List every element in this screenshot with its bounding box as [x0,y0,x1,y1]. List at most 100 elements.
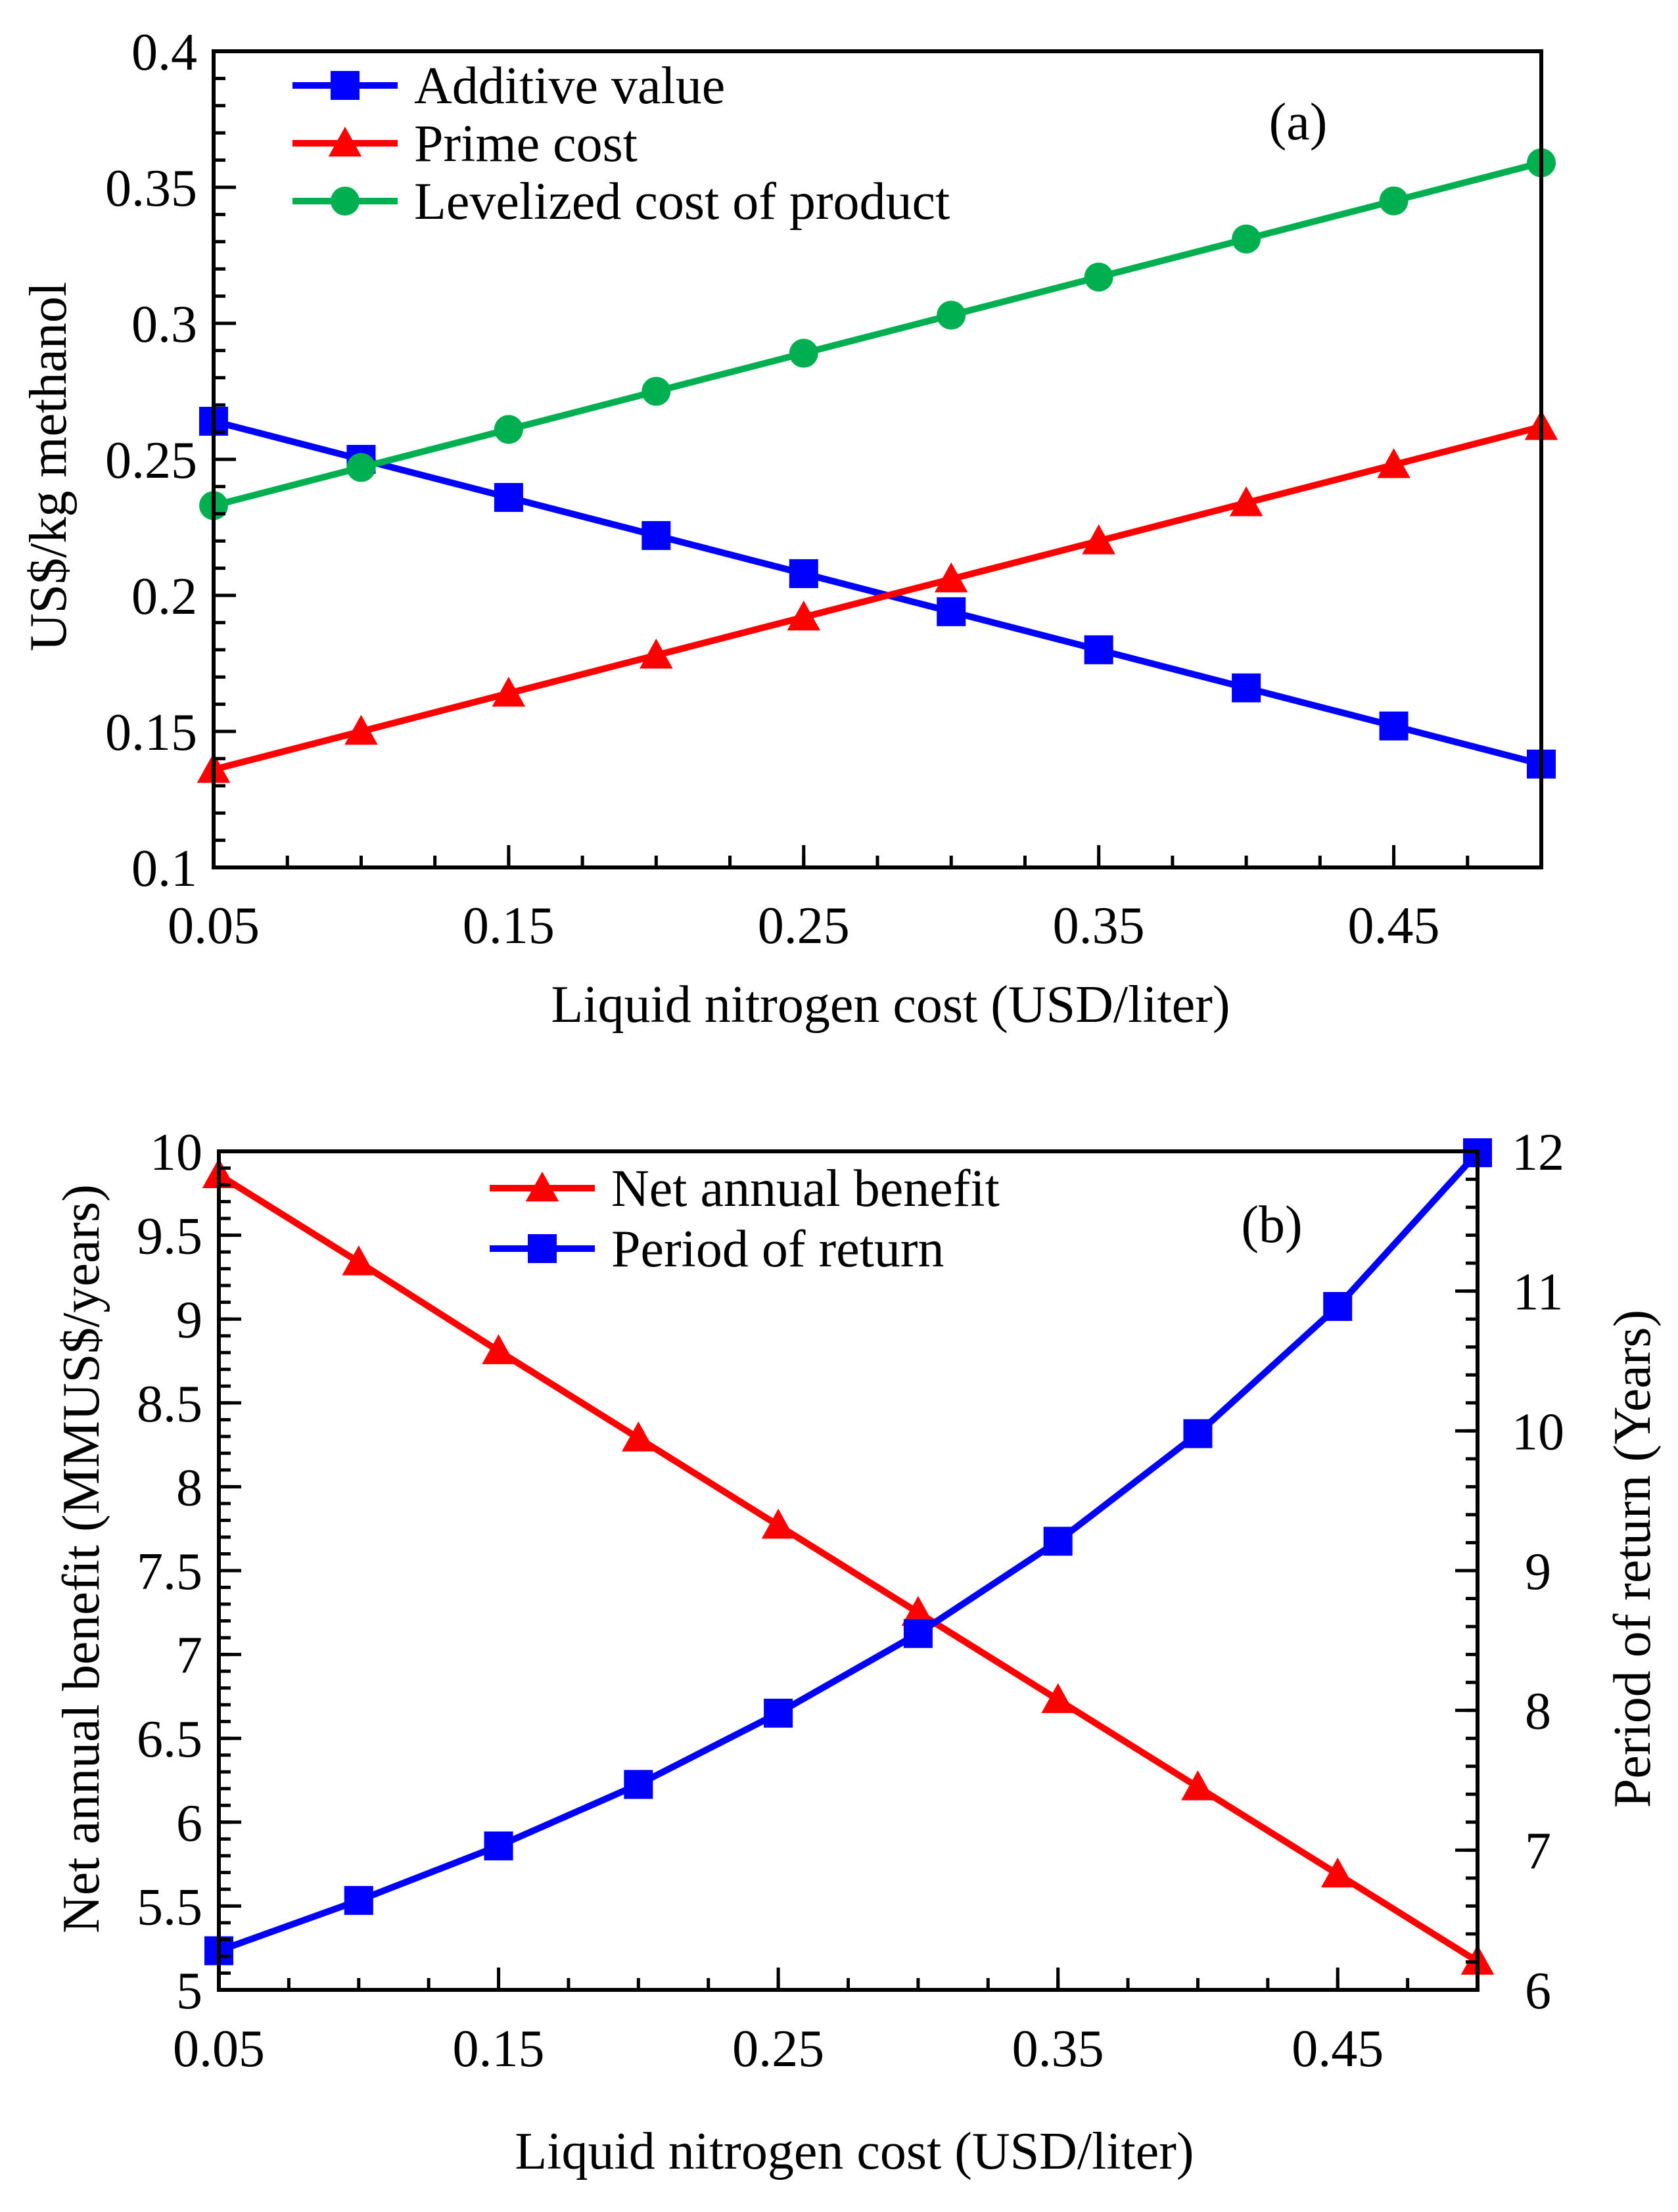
panel-a-data-point-levelized-cost-of-product [789,338,818,368]
panel-b-data-point-period-of-return [764,1698,793,1728]
panel-a-data-point-levelized-cost-of-product [1379,186,1409,216]
panel-b-x-tick-label: 0.25 [732,2020,824,2078]
panel-a-y-tick-label: 0.2 [131,568,197,626]
panel-a-data-point-prime-cost [934,562,968,593]
panel-b-axes: 0.05 0.15 0.25 0.35 0.45 5 5.5 6 6.5 7 7.5 8 8.5 9 9.5… [137,1124,1564,2078]
panel-b-data-point-net-annual-benefit [342,1245,376,1276]
chart-panel-b: 0.05 0.15 0.25 0.35 0.45 5 5.5 6 6.5 7 7.5 8 8.5 9 9.5… [53,1124,1662,2180]
panel-b-y-tick-label: 10 [150,1124,202,1182]
panel-a-data-point-levelized-cost-of-product [1084,262,1113,292]
panel-a-data-point-additive-value [937,597,966,626]
panel-a-legend-label-levelized-cost-of-product: Levelized cost of product [414,173,950,231]
panel-a-plot-frame [212,49,1543,869]
panel-b-data-point-net-annual-benefit [761,1508,795,1539]
panel-a-data-point-prime-cost [344,714,378,745]
panel-a-y-tick-label: 0.35 [105,160,197,218]
panel-a-data-point-prime-cost [1082,524,1115,555]
panel-a-x-tick-label: 0.25 [758,897,850,955]
panel-b-y2-tick-label: 9 [1525,1543,1551,1601]
panel-b-y-tick-label: 7.5 [137,1543,202,1601]
panel-b-x-tick-label: 0.45 [1292,2020,1384,2078]
panel-a-y-tick-label: 0.3 [131,296,197,354]
panel-b-data-point-period-of-return [1043,1527,1073,1556]
panel-a-data-point-additive-value [494,482,523,512]
panel-a-data-point-levelized-cost-of-product [346,453,376,482]
panel-a-y-tick-label: 0.1 [131,840,197,898]
panel-a-data-point-levelized-cost-of-product [1232,224,1261,254]
panel-a-marks [197,148,1558,783]
panel-b-legend-marker-net-annual-benefit [525,1171,559,1202]
panel-a-series-line-prime-cost [212,423,1543,773]
panel-a-y-tick-label: 0.25 [105,432,197,490]
panel-a-data-point-prime-cost [1229,486,1263,517]
panel-b-y2-tick-label: 7 [1525,1822,1551,1880]
panel-a-legend-label-prime-cost: Prime cost [414,115,638,173]
panel-a-data-point-levelized-cost-of-product [494,415,523,444]
panel-b-y-axis-title: Net annual benefit (MMUS$/years) [53,1184,110,1933]
panel-b-y-tick-label: 5.5 [137,1878,202,1936]
panel-b-y-tick-label: 6.5 [137,1711,202,1768]
panel-a-legend-marker-additive-value [331,71,360,100]
panel-a-series-line-levelized-cost-of-product [212,159,1543,509]
panel-a-data-point-prime-cost [1377,448,1410,478]
panel-b-legend-label-period-of-return: Period of return [611,1220,944,1278]
panel-a-x-tick-label: 0.35 [1053,897,1145,955]
panel-b-y-tick-label: 9 [176,1291,202,1349]
panel-b-plot-frame [217,1149,1480,1992]
panel-b-series-line-period-of-return [218,1150,1480,1954]
panel-a-axes: 0.05 0.15 0.25 0.35 0.45 0.1 0.15 0.2 0.25 0.3 0.3… [105,24,1543,955]
panel-a-series-line-additive-value [212,418,1543,768]
panel-b-y-tick-label: 5 [176,1962,202,2020]
panel-b-data-point-net-annual-benefit [901,1596,935,1626]
panel-a-legend-marker-prime-cost [328,126,362,157]
panel-a-y-axis-title: US$/kg methanol [20,282,78,651]
panel-b-x-axis-title: Liquid nitrogen cost (USD/liter) [515,2123,1194,2180]
panel-b-y2-tick-label: 6 [1525,1962,1551,2020]
panel-b-y-tick-label: 8 [176,1459,202,1517]
panel-b-legend-marker-period-of-return [528,1234,557,1263]
panel-b-y2-tick-label: 8 [1525,1683,1551,1741]
panel-b-data-point-period-of-return [903,1619,933,1648]
panel-a-data-point-additive-value [1379,711,1409,741]
panel-b-y-tick-label: 9.5 [137,1208,202,1266]
panel-b-x-tick-label: 0.35 [1012,2020,1104,2078]
panel-b-y2-tick-label: 11 [1512,1264,1563,1322]
panel-b-data-point-net-annual-benefit [482,1334,515,1364]
panel-b-data-point-net-annual-benefit [1181,1770,1215,1801]
panel-b-y-tick-label: 7 [176,1627,202,1685]
panel-b-data-point-net-annual-benefit [622,1421,655,1452]
panel-a-data-point-additive-value [789,559,818,588]
panel-b-y2-tick-label: 12 [1512,1124,1564,1182]
panel-b-y2-axis-title: Period of return (Years) [1604,1310,1662,1808]
panel-a-x-axis-title: Liquid nitrogen cost (USD/liter) [551,976,1230,1034]
panel-a-data-point-additive-value [1232,673,1261,703]
panel-b-y-tick-label: 8.5 [137,1375,202,1433]
panel-a-data-point-levelized-cost-of-product [641,377,671,406]
panel-b-label: (b) [1241,1196,1302,1254]
panel-b-data-point-period-of-return [1323,1292,1353,1322]
panel-a-y-tick-label: 0.15 [105,704,197,762]
panel-b-legend-label-net-annual-benefit: Net annual benefit [611,1160,1000,1218]
panel-a-data-point-additive-value [1084,635,1113,664]
panel-a-data-point-additive-value [641,520,671,550]
panel-a-data-point-prime-cost [640,638,673,669]
panel-b-marks [202,1138,1495,1975]
panel-a-x-tick-label: 0.05 [168,897,260,955]
panel-a-label: (a) [1269,93,1328,151]
panel-b-y-tick-label: 6 [176,1795,202,1853]
panel-a-legend-marker-levelized-cost-of-product [331,187,360,216]
panel-b-y2-tick-label: 10 [1512,1403,1564,1461]
panel-a-x-tick-label: 0.45 [1348,897,1440,955]
panel-b-data-point-period-of-return [624,1770,653,1799]
panel-a-x-tick-label: 0.15 [463,897,555,955]
chart-panel-a: 0.05 0.15 0.25 0.35 0.45 0.1 0.15 0.2 0.25 0.3 0.3… [20,24,1558,1034]
panel-b-data-point-period-of-return [1183,1419,1213,1448]
panel-b-data-point-net-annual-benefit [1041,1683,1075,1713]
panel-b-x-tick-label: 0.15 [453,2020,545,2078]
panel-a-data-point-prime-cost [787,600,821,631]
panel-b-data-point-period-of-return [344,1885,373,1915]
